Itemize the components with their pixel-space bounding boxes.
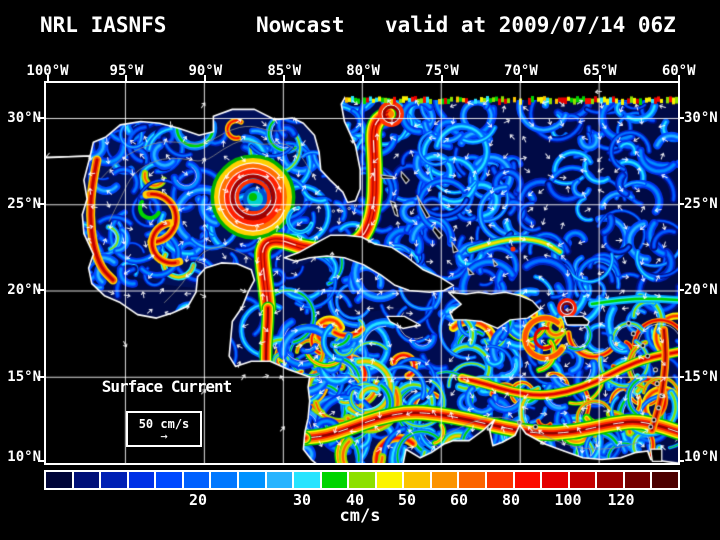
lat-label: 20°N bbox=[684, 282, 718, 299]
map-frame: Surface Current 50 cm/s → bbox=[44, 81, 680, 465]
tick-mark bbox=[677, 75, 680, 81]
colorbar-tick-label: 120 bbox=[607, 491, 635, 509]
tick-mark bbox=[598, 75, 601, 81]
lon-label: 75°W bbox=[425, 63, 459, 79]
lat-label: 10°N bbox=[7, 449, 41, 465]
tick-mark bbox=[678, 460, 684, 462]
colorbar-cell bbox=[294, 472, 320, 488]
colorbar-cell bbox=[376, 472, 403, 488]
colorbar-cell bbox=[431, 472, 458, 488]
lon-label: 95°W bbox=[109, 63, 144, 79]
colorbar-cell bbox=[624, 472, 651, 488]
tick-mark bbox=[38, 375, 44, 378]
vector-scale-box: 50 cm/s → bbox=[126, 411, 202, 447]
colorbar-cell bbox=[487, 472, 513, 488]
lat-label: 25°N bbox=[684, 196, 718, 213]
lat-label: 25°N bbox=[7, 196, 41, 213]
model-name-label: NRL IASNFS bbox=[40, 13, 167, 37]
colorbar-cell bbox=[266, 472, 293, 488]
tick-mark bbox=[678, 289, 684, 292]
colorbar-cell bbox=[542, 472, 568, 488]
colorbar-cell bbox=[46, 472, 72, 488]
tick-mark bbox=[678, 116, 684, 119]
scale-arrow-icon: → bbox=[160, 428, 168, 443]
lon-label: 60°W bbox=[661, 63, 696, 79]
lat-label: 20°N bbox=[7, 282, 41, 299]
colorbar-tick-label: 40 bbox=[345, 491, 365, 509]
surface-current-annotation: Surface Current bbox=[101, 377, 233, 396]
colorbar-cell bbox=[321, 472, 348, 488]
colorbar-tick-label: 30 bbox=[292, 491, 312, 509]
speed-colorbar bbox=[44, 470, 680, 490]
colorbar-cell bbox=[101, 472, 127, 488]
scale-value-label: 50 cm/s bbox=[138, 416, 190, 431]
tick-mark bbox=[519, 75, 522, 81]
lat-label: 30°N bbox=[684, 109, 718, 126]
tick-mark bbox=[38, 116, 44, 119]
tick-mark bbox=[38, 203, 44, 206]
tick-mark bbox=[283, 75, 286, 81]
tick-mark bbox=[38, 460, 44, 462]
lat-label: 30°N bbox=[7, 109, 41, 126]
lon-label: 70°W bbox=[504, 63, 538, 79]
colorbar-cell bbox=[183, 472, 210, 488]
lon-label: 65°W bbox=[582, 63, 617, 79]
colorbar-tick-label: 80 bbox=[501, 491, 521, 509]
colorbar-tick-label: 60 bbox=[449, 491, 469, 509]
lon-label: 90°W bbox=[188, 63, 223, 79]
colorbar-cell bbox=[73, 472, 100, 488]
colorbar-cell bbox=[238, 472, 265, 488]
valid-time-label: valid at 2009/07/14 06Z bbox=[385, 13, 676, 37]
lon-label: 80°W bbox=[346, 63, 380, 79]
colorbar-tick-label: 100 bbox=[554, 491, 582, 509]
tick-mark bbox=[678, 375, 684, 378]
colorbar-cell bbox=[156, 472, 182, 488]
lat-label: 15°N bbox=[684, 368, 718, 385]
tick-mark bbox=[204, 75, 207, 81]
colorbar-unit-label: cm/s bbox=[339, 506, 381, 526]
colorbar-cell bbox=[514, 472, 541, 488]
colorbar-cell bbox=[404, 472, 430, 488]
lat-label: 10°N bbox=[684, 449, 718, 465]
colorbar-cell bbox=[652, 472, 678, 488]
tick-mark bbox=[441, 75, 443, 81]
colorbar-cell bbox=[569, 472, 596, 488]
colorbar-cell bbox=[349, 472, 375, 488]
colorbar-cell bbox=[128, 472, 155, 488]
tick-mark bbox=[125, 75, 128, 81]
colorbar-cell bbox=[459, 472, 485, 488]
colorbar-cell bbox=[211, 472, 237, 488]
lon-label: 85°W bbox=[267, 63, 302, 79]
lat-label: 15°N bbox=[7, 368, 41, 385]
currents-map-canvas bbox=[46, 83, 678, 463]
colorbar-tick-label: 20 bbox=[188, 491, 208, 509]
tick-mark bbox=[362, 75, 365, 81]
product-type-label: Nowcast bbox=[256, 13, 345, 37]
tick-mark bbox=[678, 203, 684, 206]
tick-mark bbox=[38, 289, 44, 292]
lon-label: 100°W bbox=[26, 63, 69, 79]
colorbar-cell bbox=[597, 472, 623, 488]
tick-mark bbox=[46, 75, 49, 81]
colorbar-tick-label: 50 bbox=[397, 491, 417, 509]
